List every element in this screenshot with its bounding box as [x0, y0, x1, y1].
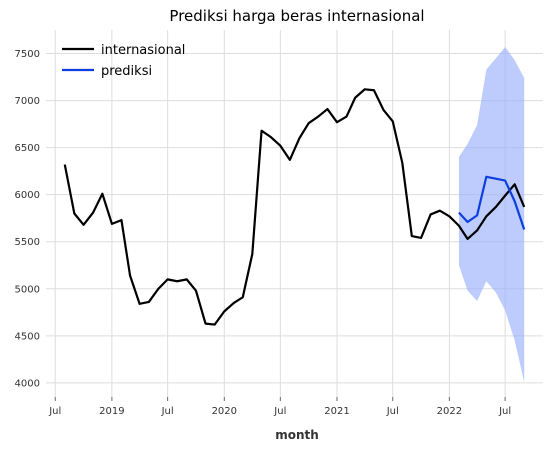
x-axis-label: month — [275, 428, 319, 442]
y-tick-label: 4000 — [15, 378, 40, 389]
x-tick-label: Jul — [498, 406, 511, 417]
legend-label-internasional: internasional — [101, 43, 185, 58]
y-tick-label: 5500 — [15, 237, 40, 248]
y-tick-label: 5000 — [15, 284, 40, 295]
y-axis-ticks: 4000 4500 5000 5500 6000 6500 7000 7500 — [15, 49, 40, 389]
legend: internasional prediksi — [62, 43, 185, 79]
y-tick-label: 6500 — [15, 143, 40, 154]
x-tick-label: Jul — [48, 406, 61, 417]
prediction-band — [458, 46, 525, 382]
x-tick-label: Jul — [273, 406, 286, 417]
x-tick-label: Jul — [386, 406, 399, 417]
x-tick-label: Jul — [161, 406, 174, 417]
legend-label-prediksi: prediksi — [101, 64, 152, 79]
chart-title: Prediksi harga beras internasional — [169, 7, 424, 25]
y-tick-label: 7500 — [15, 49, 40, 60]
x-axis-ticks: Jul 2019 Jul 2020 Jul 2021 Jul 2022 Jul — [48, 397, 511, 417]
x-tick-label: 2022 — [437, 406, 462, 417]
prediction-band-layer — [458, 46, 525, 382]
series-line-prediksi — [458, 175, 526, 230]
series-line-internasional — [63, 88, 526, 326]
x-tick-label: 2021 — [324, 406, 349, 417]
y-tick-label: 7000 — [15, 96, 40, 107]
y-tick-label: 4500 — [15, 331, 40, 342]
x-tick-label: 2019 — [99, 406, 124, 417]
x-tick-label: 2020 — [212, 406, 237, 417]
y-tick-label: 6000 — [15, 190, 40, 201]
series-lines-layer — [63, 88, 526, 326]
